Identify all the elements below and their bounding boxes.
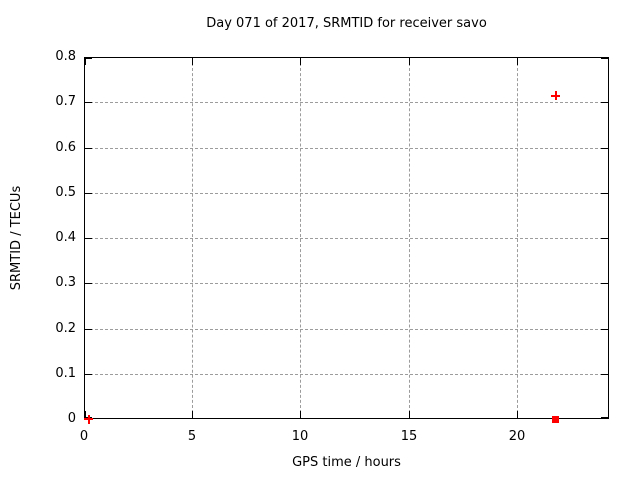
y-tick-label: 0.2 bbox=[55, 321, 76, 336]
y-tick-left bbox=[85, 193, 92, 194]
y-tick-left bbox=[85, 374, 92, 375]
y-tick-label: 0 bbox=[67, 411, 76, 426]
y-tick-right bbox=[601, 58, 608, 59]
x-tick-top bbox=[409, 58, 410, 65]
chart-title: Day 071 of 2017, SRMTID for receiver sav… bbox=[206, 16, 487, 31]
y-tick-label: 0.7 bbox=[55, 94, 76, 109]
y-tick-label: 0.6 bbox=[55, 140, 76, 155]
y-tick-right bbox=[601, 102, 608, 103]
x-tick-label: 5 bbox=[187, 429, 197, 444]
x-tick-bottom bbox=[192, 411, 193, 418]
y-tick-left bbox=[85, 417, 92, 418]
x-tick-top bbox=[85, 58, 86, 65]
y-gridline bbox=[85, 102, 608, 103]
x-tick-bottom bbox=[300, 411, 301, 418]
y-gridline bbox=[85, 193, 608, 194]
x-tick-label: 10 bbox=[291, 429, 309, 444]
y-gridline bbox=[85, 148, 608, 149]
plot-area bbox=[84, 57, 609, 419]
y-tick-left bbox=[85, 102, 92, 103]
x-tick-top bbox=[192, 58, 193, 65]
y-tick-right bbox=[601, 193, 608, 194]
y-tick-label: 0.3 bbox=[55, 275, 76, 290]
x-tick-bottom bbox=[85, 411, 86, 418]
y-tick-right bbox=[601, 148, 608, 149]
y-gridline bbox=[85, 283, 608, 284]
y-tick-right bbox=[601, 417, 608, 418]
x-axis-label: GPS time / hours bbox=[292, 455, 401, 470]
x-tick-bottom bbox=[409, 411, 410, 418]
y-gridline bbox=[85, 238, 608, 239]
x-tick-top bbox=[300, 58, 301, 65]
y-tick-label: 0.4 bbox=[55, 230, 76, 245]
y-tick-label: 0.1 bbox=[55, 366, 76, 381]
y-tick-right bbox=[601, 329, 608, 330]
y-gridline bbox=[85, 329, 608, 330]
y-tick-left bbox=[85, 58, 92, 59]
x-tick-label: 0 bbox=[79, 429, 89, 444]
x-tick-bottom bbox=[517, 411, 518, 418]
y-gridline bbox=[85, 374, 608, 375]
y-tick-left bbox=[85, 148, 92, 149]
y-tick-left bbox=[85, 283, 92, 284]
y-tick-left bbox=[85, 329, 92, 330]
y-tick-right bbox=[601, 238, 608, 239]
x-tick-label: 20 bbox=[508, 429, 526, 444]
y-tick-label: 0.5 bbox=[55, 185, 76, 200]
y-tick-left bbox=[85, 238, 92, 239]
y-tick-label: 0.8 bbox=[55, 49, 76, 64]
y-tick-right bbox=[601, 283, 608, 284]
x-tick-label: 15 bbox=[400, 429, 418, 444]
y-tick-right bbox=[601, 374, 608, 375]
x-tick-top bbox=[517, 58, 518, 65]
